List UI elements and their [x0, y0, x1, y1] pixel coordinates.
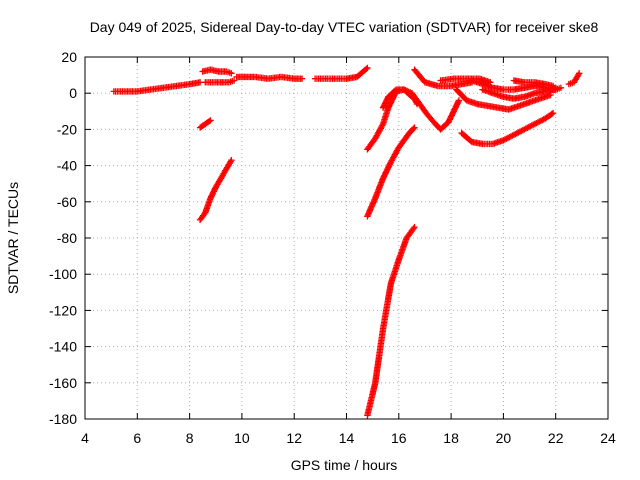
series-arc-4 [233, 73, 306, 82]
series-arc-21 [565, 70, 583, 88]
y-tick-label: -20 [57, 121, 77, 137]
series-arc-12 [411, 66, 476, 90]
data-point-markers [510, 77, 557, 90]
y-tick-label: -160 [49, 375, 77, 391]
series-arc-7 [196, 157, 235, 224]
x-tick-label: 18 [443, 430, 459, 446]
series-arc-19 [510, 77, 557, 90]
data-point-markers [311, 64, 371, 82]
y-tick-label: -40 [57, 158, 77, 174]
data-point-markers [196, 117, 214, 131]
series-arc-17 [468, 77, 559, 93]
series-arc-9 [364, 124, 418, 220]
y-tick-label: -180 [49, 411, 77, 427]
data-point-markers [364, 223, 418, 419]
y-tick-label: 0 [69, 85, 77, 101]
data-point-markers [458, 109, 557, 148]
data-point-markers [110, 79, 204, 95]
series-arc-18 [479, 86, 559, 102]
x-tick-label: 22 [548, 430, 564, 446]
data-point-markers [199, 66, 235, 77]
data-point-markers [468, 77, 559, 93]
data-point-markers [547, 84, 565, 93]
data-point-markers [196, 157, 235, 224]
y-tick-label: -120 [49, 302, 77, 318]
x-tick-label: 8 [186, 430, 194, 446]
x-tick-label: 12 [286, 430, 302, 446]
x-axis-label: GPS time / hours [291, 457, 398, 473]
series-arc-2 [199, 66, 235, 77]
data-point-markers [202, 77, 238, 86]
data-point-markers [408, 90, 463, 133]
x-tick-label: 20 [496, 430, 512, 446]
x-tick-label: 24 [600, 430, 616, 446]
y-tick-label: -60 [57, 194, 77, 210]
series-arc-13 [408, 90, 463, 133]
chart-title: Day 049 of 2025, Sidereal Day-to-day VTE… [90, 19, 599, 35]
y-tick-label: 20 [61, 49, 77, 65]
x-tick-label: 4 [81, 430, 89, 446]
data-series [110, 64, 583, 419]
series-arc-20 [547, 84, 565, 93]
data-point-markers [453, 86, 554, 113]
grid-lines [85, 57, 608, 419]
x-tick-label: 10 [234, 430, 250, 446]
data-point-markers [565, 70, 583, 88]
y-tick-label: -80 [57, 230, 77, 246]
x-tick-label: 16 [391, 430, 407, 446]
series-arc-3 [202, 77, 238, 86]
series-arc-15 [453, 86, 554, 113]
x-tick-label: 6 [133, 430, 141, 446]
series-arc-6 [196, 117, 214, 131]
data-point-markers [411, 66, 476, 90]
axis-ticks: 4 6 8 10 12 14 16 18 20 22 24 20 0 -20 -40 -60 -80 -100 -1… [49, 49, 616, 446]
x-tick-label: 14 [339, 430, 355, 446]
data-point-markers [479, 86, 559, 102]
data-point-markers [233, 73, 306, 82]
data-point-markers [364, 124, 418, 220]
series-arc-8 [364, 223, 418, 419]
y-axis-label: SDTVAR / TECUs [5, 182, 21, 294]
series-arc-5 [311, 64, 371, 82]
y-tick-label: -100 [49, 266, 77, 282]
y-tick-label: -140 [49, 339, 77, 355]
series-arc-1 [110, 79, 204, 95]
series-arc-16 [458, 109, 557, 148]
